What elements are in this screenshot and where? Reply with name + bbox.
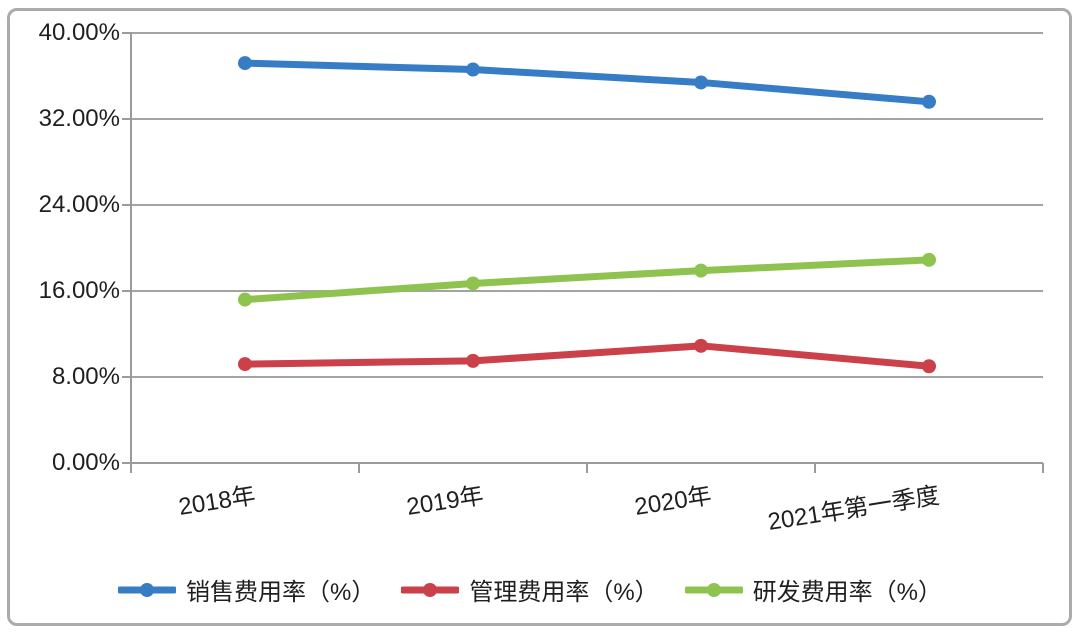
series-marker [922,94,936,109]
series-marker [238,56,252,71]
series-marker [694,338,708,353]
series-line-2 [241,256,933,304]
series-marker [922,252,936,267]
series-marker [466,276,480,291]
series-marker [466,62,480,77]
series-marker [238,292,252,307]
series-marker [694,263,708,278]
legend-line-marker-icon [118,582,176,597]
series-line-1 [241,342,933,370]
series-marker [694,75,708,90]
legend-line-marker-icon [401,582,460,597]
y-tick-label: 16.00% [38,277,120,304]
legend-label: 管理费用率（%） [469,579,659,606]
legend-label: 销售费用率（%） [186,579,376,606]
series-line-0 [241,59,933,106]
series-marker [238,357,252,372]
legend-line-marker-icon [684,582,743,597]
legend-item-1: 管理费用率（%） [401,572,659,607]
y-tick-label: 24.00% [38,191,120,218]
legend-label: 研发费用率（%） [752,579,943,606]
y-tick-label: 0.00% [51,449,120,476]
legend: 销售费用率（%） 管理费用率（%） 研发费用率（%） [118,572,942,607]
legend-item-2: 研发费用率（%） [684,572,943,607]
y-tick-label: 40.00% [38,19,120,46]
legend-item-0: 销售费用率（%） [118,572,375,607]
series-marker [922,359,936,374]
y-tick-label: 32.00% [38,105,120,132]
series-marker [466,353,480,368]
y-tick-label: 8.00% [51,363,120,390]
